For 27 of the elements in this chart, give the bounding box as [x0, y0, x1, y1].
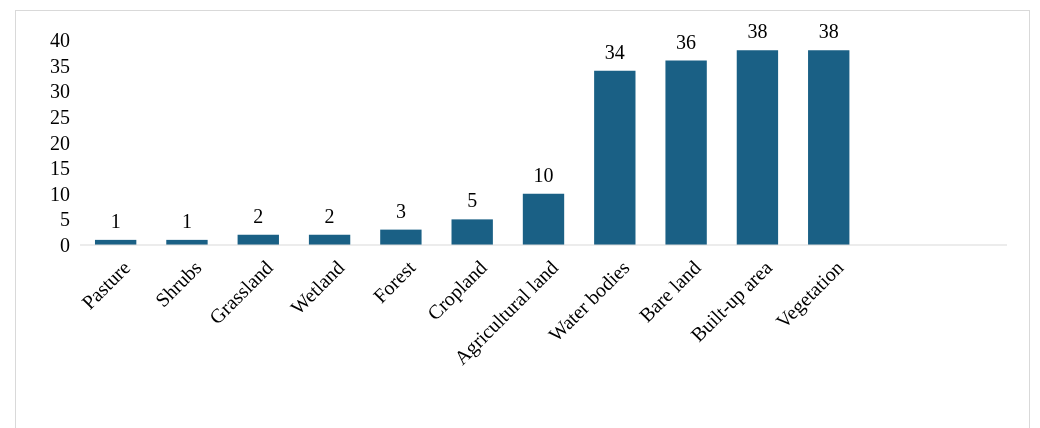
- data-label: 3: [395, 199, 406, 222]
- y-tick-label: 20: [50, 131, 70, 154]
- data-label: 38: [747, 20, 768, 43]
- data-label: 5: [467, 189, 478, 212]
- data-label: 36: [676, 30, 697, 53]
- data-label: 38: [818, 20, 839, 43]
- data-label: 34: [604, 40, 625, 63]
- data-label: 1: [181, 209, 192, 232]
- y-tick-label: 35: [50, 54, 70, 77]
- y-tick-label: 30: [50, 80, 70, 103]
- y-tick-label: 10: [50, 182, 70, 205]
- bar: [594, 70, 636, 245]
- data-label: 2: [253, 204, 264, 227]
- y-tick-label: 15: [50, 157, 70, 180]
- bar: [451, 219, 493, 245]
- bar: [736, 50, 779, 245]
- data-label: 10: [533, 163, 554, 186]
- y-tick-label: 40: [50, 29, 70, 51]
- data-label: 1: [110, 209, 121, 232]
- y-tick-label: 25: [50, 105, 70, 128]
- bar: [808, 50, 850, 245]
- bar: [380, 229, 422, 245]
- data-label: 2: [324, 204, 335, 227]
- bar: [665, 60, 707, 245]
- y-tick-label: 5: [60, 208, 70, 231]
- bar: [522, 193, 565, 245]
- y-tick-label: 0: [60, 234, 70, 256]
